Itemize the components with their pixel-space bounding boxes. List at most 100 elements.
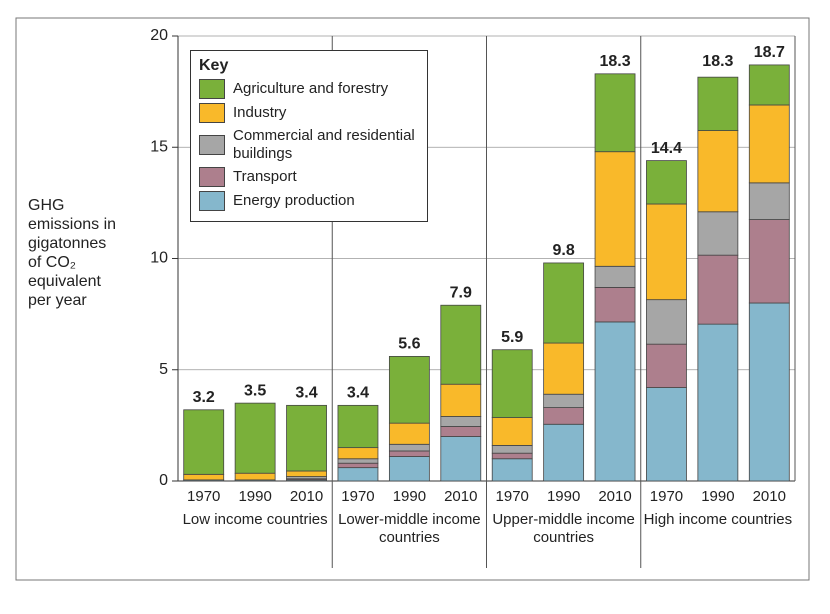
x-tick-label: 1970 [187, 488, 220, 505]
bar-segment [337, 404, 379, 449]
legend: Key Agriculture and forestry Industry Comm… [190, 50, 428, 222]
y-axis-label-line: per year [28, 292, 87, 309]
bar-segment [337, 458, 379, 464]
legend-label: Commercial and residential buildings [233, 127, 415, 162]
bar-segment [594, 151, 636, 267]
bar-segment [286, 404, 327, 472]
bar-segment [543, 423, 585, 482]
total-label: 9.8 [553, 242, 575, 259]
x-tick-label: 1970 [496, 488, 529, 505]
bar-segment [440, 426, 482, 437]
bar-segment [491, 417, 533, 446]
bar-segment [697, 254, 739, 325]
total-label: 3.5 [244, 382, 266, 399]
y-axis-label-line: GHG [28, 197, 65, 214]
x-tick-label: 1990 [238, 488, 271, 505]
bar-segment [543, 407, 585, 425]
legend-title: Key [199, 57, 229, 74]
total-label: 5.9 [501, 329, 523, 346]
bar-segment [697, 130, 739, 213]
legend-swatch [199, 135, 225, 155]
x-tick-label: 1990 [393, 488, 426, 505]
total-label: 5.6 [398, 336, 420, 353]
bar-segment [491, 452, 533, 460]
bar-segment [748, 302, 790, 482]
total-label: 3.4 [347, 385, 369, 402]
x-tick-label: 2010 [444, 488, 477, 505]
bar-segment [388, 422, 430, 445]
x-tick-label: 1990 [547, 488, 580, 505]
legend-item: Transport [199, 167, 419, 187]
bar-segment [388, 456, 430, 482]
legend-item: Agriculture and forestry [199, 79, 419, 99]
legend-item: Energy production [199, 191, 419, 211]
bar-segment [543, 342, 585, 395]
y-tick-label: 20 [150, 27, 168, 44]
y-axis-label-line: gigatonnes [28, 235, 107, 252]
bar-segment [440, 304, 482, 385]
group-label: High income countries [643, 511, 793, 528]
total-label: 14.4 [651, 140, 682, 157]
bar-segment [748, 104, 790, 184]
legend-swatch [199, 191, 225, 211]
legend-swatch [199, 79, 225, 99]
bar-segment [440, 383, 482, 417]
bar-segment [183, 473, 225, 481]
y-axis-label-line: equivalent [28, 273, 101, 290]
bar-segment [594, 73, 636, 153]
x-tick-label: 1970 [650, 488, 683, 505]
x-tick-label: 1970 [341, 488, 374, 505]
bar-segment [388, 355, 430, 424]
total-label: 18.3 [599, 53, 630, 70]
total-label: 7.9 [450, 284, 472, 301]
y-axis-label-line: emissions in [28, 216, 117, 233]
frame [15, 17, 810, 581]
bar-segment [491, 458, 533, 482]
y-axis-label: GHG emissions in gigatonnes of CO₂ equivalen… [28, 196, 153, 310]
bar-segment [543, 262, 585, 344]
x-tick-label: 1990 [701, 488, 734, 505]
bar-segment [748, 219, 790, 304]
bar-segment [286, 470, 327, 477]
bar-segment [388, 450, 430, 457]
legend-label: Industry [233, 104, 287, 121]
group-label: Low income countries [182, 511, 328, 528]
legend-label: Transport [233, 168, 297, 185]
y-tick-label: 0 [159, 472, 168, 489]
bar-segment [491, 349, 533, 418]
bar-segment [491, 444, 533, 454]
bar-segment [646, 160, 687, 205]
bar-segment [440, 416, 482, 427]
x-tick-label: 2010 [290, 488, 323, 505]
bar-segment [183, 409, 225, 475]
bar-segment [234, 472, 276, 481]
bar-segment [234, 402, 276, 474]
group-label: Upper-middle income countries [492, 511, 635, 546]
bar-segment [594, 287, 636, 323]
total-label: 3.2 [193, 389, 215, 406]
bar-segment [697, 211, 739, 256]
bar-segment [594, 265, 636, 288]
bar-segment [697, 323, 739, 482]
bar-segment [697, 76, 739, 131]
x-tick-label: 2010 [753, 488, 786, 505]
y-tick-label: 15 [150, 138, 168, 155]
bar-segment [646, 343, 687, 388]
total-label: 18.7 [754, 44, 785, 61]
x-tick-label: 2010 [598, 488, 631, 505]
bar-segment [337, 447, 379, 460]
total-label: 18.3 [702, 53, 733, 70]
legend-item: Industry [199, 103, 419, 123]
legend-label: Energy production [233, 192, 355, 209]
bar-segment [594, 321, 636, 482]
total-label: 3.4 [295, 385, 317, 402]
bar-segment [748, 64, 790, 106]
legend-swatch [199, 167, 225, 187]
legend-item: Commercial and residential buildings [199, 127, 419, 163]
y-tick-label: 5 [159, 361, 168, 378]
bar-segment [646, 299, 687, 345]
legend-swatch [199, 103, 225, 123]
bar-segment [646, 387, 687, 482]
group-label: Lower-middle income countries [338, 511, 481, 546]
bar-segment [543, 393, 585, 408]
